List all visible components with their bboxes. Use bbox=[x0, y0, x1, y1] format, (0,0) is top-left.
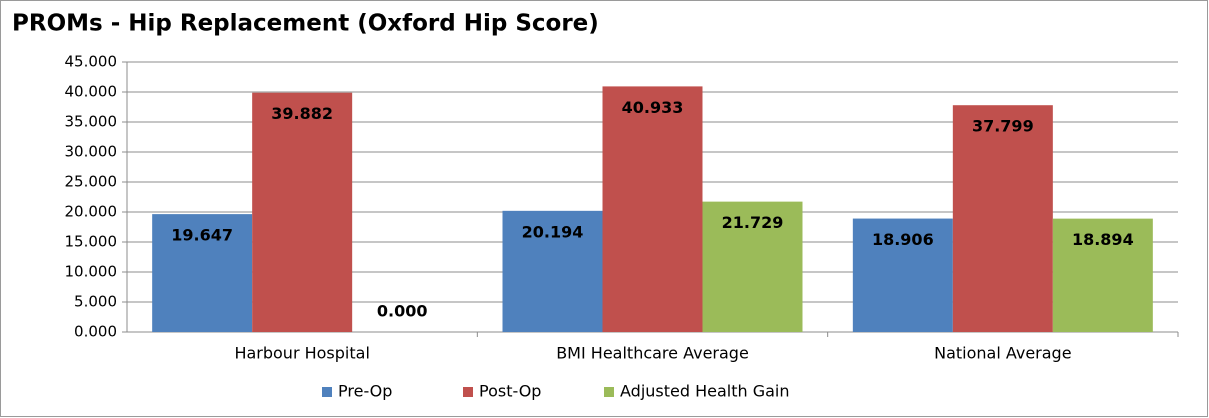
y-tick-label: 0.000 bbox=[74, 323, 117, 341]
value-label: 0.000 bbox=[377, 302, 428, 321]
y-tick-label: 5.000 bbox=[74, 293, 117, 311]
legend-label: Post-Op bbox=[479, 382, 541, 401]
legend-swatch bbox=[463, 387, 473, 397]
y-tick-label: 10.000 bbox=[65, 263, 118, 281]
bar bbox=[1052, 218, 1153, 332]
y-tick-label: 30.000 bbox=[65, 143, 118, 161]
y-tick-label: 25.000 bbox=[65, 173, 118, 191]
chart-title: PROMs - Hip Replacement (Oxford Hip Scor… bbox=[12, 11, 599, 37]
y-tick-label: 35.000 bbox=[65, 113, 118, 131]
y-tick-label: 15.000 bbox=[65, 233, 118, 251]
bar bbox=[152, 214, 253, 332]
bar bbox=[952, 105, 1053, 333]
value-label: 40.933 bbox=[622, 98, 684, 117]
y-tick-label: 20.000 bbox=[65, 203, 118, 221]
value-label: 18.894 bbox=[1072, 230, 1134, 249]
legend-swatch bbox=[604, 387, 614, 397]
x-tick-label: BMI Healthcare Average bbox=[556, 344, 749, 363]
x-tick-label: National Average bbox=[934, 344, 1071, 363]
y-tick-label: 45.000 bbox=[65, 53, 118, 71]
x-tick-label: Harbour Hospital bbox=[234, 344, 369, 363]
bar bbox=[852, 218, 953, 332]
bar bbox=[602, 86, 703, 332]
value-label: 39.882 bbox=[271, 104, 333, 123]
value-label: 37.799 bbox=[972, 117, 1034, 136]
y-tick-label: 40.000 bbox=[65, 83, 118, 101]
bar bbox=[252, 92, 353, 332]
value-label: 19.647 bbox=[171, 226, 233, 245]
value-label: 18.906 bbox=[872, 230, 934, 249]
bar bbox=[502, 210, 603, 332]
bar bbox=[702, 201, 803, 332]
value-label: 20.194 bbox=[522, 222, 584, 241]
legend-label: Pre-Op bbox=[338, 382, 392, 401]
legend-swatch bbox=[322, 387, 332, 397]
legend-label: Adjusted Health Gain bbox=[620, 382, 790, 401]
value-label: 21.729 bbox=[722, 213, 784, 232]
